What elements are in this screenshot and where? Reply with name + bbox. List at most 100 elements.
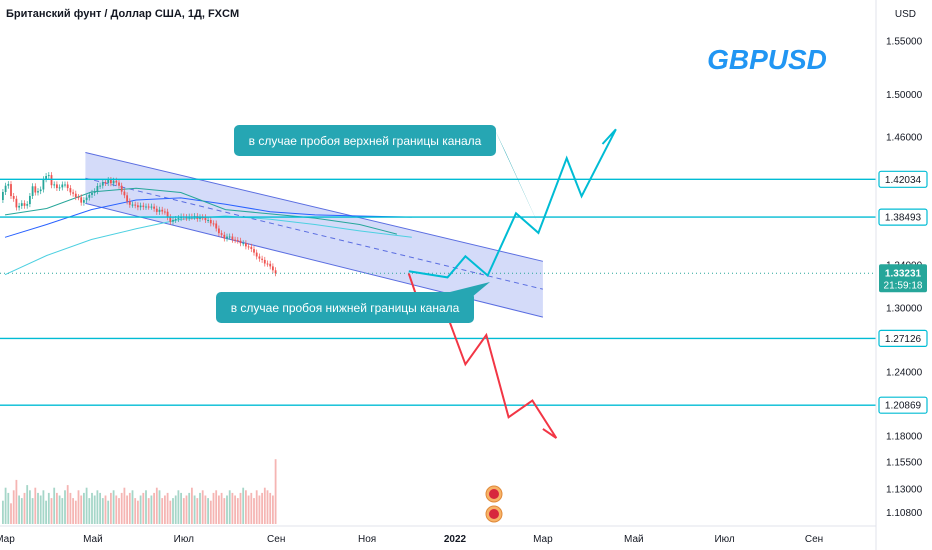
- volume-bar: [15, 479, 18, 524]
- time-tick-label: Июл: [714, 534, 734, 545]
- candle-body: [126, 195, 128, 202]
- candle-body: [242, 243, 245, 245]
- candle-body: [231, 236, 234, 240]
- candle-body: [266, 263, 269, 265]
- candle-body: [153, 206, 155, 209]
- candle-body: [166, 211, 169, 218]
- candle-body: [115, 180, 118, 183]
- volume-bar: [242, 487, 245, 524]
- volume-bar: [150, 495, 153, 524]
- volume-bar: [126, 495, 128, 524]
- volume-bar: [99, 492, 101, 524]
- volume-bar: [223, 498, 226, 524]
- volume-bar: [104, 495, 107, 524]
- volume-bar: [42, 490, 45, 524]
- candle-body: [99, 185, 101, 187]
- volume-bar: [31, 498, 34, 524]
- volume-bar: [85, 487, 88, 524]
- volume-bar: [145, 490, 147, 524]
- level-tag-label: 1.38493: [885, 213, 922, 224]
- volume-bar: [269, 492, 272, 524]
- candle-body: [212, 223, 215, 225]
- volume-bar: [207, 498, 209, 524]
- ticker-watermark: GBPUSD: [707, 44, 827, 75]
- candle-body: [142, 205, 145, 207]
- volume-bar: [231, 492, 234, 524]
- candle-body: [7, 184, 10, 186]
- callout-upper[interactable]: в случае пробоя верхней границы канала: [234, 125, 540, 228]
- volume-bar: [220, 492, 223, 524]
- volume-bar: [7, 492, 10, 524]
- volume-bar: [245, 490, 247, 524]
- candle-body: [120, 185, 123, 192]
- volume-bar: [164, 495, 166, 524]
- volume-bar: [172, 498, 174, 524]
- channel-upper-line[interactable]: [85, 152, 544, 262]
- volume-bar: [128, 492, 131, 524]
- candle-body: [207, 220, 209, 221]
- time-tick-label: Май: [83, 534, 103, 545]
- bullish-projection-path[interactable]: [408, 128, 617, 279]
- candle-body: [263, 259, 266, 264]
- candle-body: [158, 209, 161, 212]
- volume-bar: [2, 500, 4, 524]
- candle-body: [118, 182, 120, 186]
- level-tag[interactable]: [878, 208, 928, 226]
- callout-lower[interactable]: в случае пробоя нижней границы канала: [216, 282, 490, 323]
- level-tag[interactable]: [878, 170, 928, 188]
- volume-bar: [115, 495, 118, 524]
- volume-bar: [29, 490, 31, 524]
- price-axis[interactable]: 1.10800 1.13000 1.15500 1.18000 1.24000 1.300…: [878, 0, 928, 519]
- volume-bar: [53, 487, 56, 524]
- candle-body: [250, 246, 253, 249]
- currency-label[interactable]: USD: [895, 9, 916, 20]
- time-axis[interactable]: Мар Май Июл Сен Ноя 2022 Мар Май Июл Сен: [0, 534, 823, 545]
- candle-body: [66, 184, 69, 189]
- volume-bar: [274, 459, 277, 524]
- volume-bar: [215, 490, 218, 524]
- candle-body: [83, 200, 85, 203]
- volume-bar: [83, 492, 85, 524]
- candle-body: [145, 206, 147, 208]
- volume-bar: [255, 490, 258, 524]
- candle-body: [110, 180, 112, 184]
- candle-body: [169, 217, 172, 222]
- candle-body: [269, 263, 272, 267]
- level-tag[interactable]: [878, 329, 928, 347]
- candle-body: [236, 240, 239, 242]
- candle-body: [172, 220, 174, 222]
- candle-body: [58, 187, 61, 189]
- volume-bar: [218, 495, 220, 524]
- candle-body: [150, 206, 153, 208]
- volume-bar: [47, 492, 50, 524]
- volume-bar: [23, 492, 26, 524]
- volume-bar: [201, 490, 204, 524]
- volume-bar: [147, 498, 150, 524]
- candle-body: [88, 195, 91, 198]
- volume-bar: [169, 500, 172, 524]
- volume-bar: [199, 492, 201, 524]
- price-channel[interactable]: [85, 152, 544, 318]
- price-tick-label: 1.50000: [886, 90, 923, 101]
- volume-bar: [10, 503, 12, 524]
- candle-body: [20, 203, 23, 206]
- level-tag[interactable]: [878, 396, 928, 414]
- volume-bar: [50, 498, 53, 524]
- candle-body: [226, 236, 228, 239]
- events-flag-icon[interactable]: [485, 485, 503, 523]
- time-tick-label: Июл: [174, 534, 194, 545]
- channel-mid-line[interactable]: [85, 177, 544, 290]
- horizontal-levels[interactable]: [0, 178, 876, 406]
- volume-bar: [236, 498, 239, 524]
- volume-bar: [188, 492, 191, 524]
- candle-body: [258, 256, 261, 259]
- volume-bar: [45, 500, 47, 524]
- candle-body: [161, 209, 164, 212]
- last-price-tag[interactable]: [879, 264, 927, 293]
- candle-body: [274, 270, 277, 274]
- candle-body: [239, 240, 242, 244]
- candle-body: [26, 204, 29, 206]
- time-tick-label: Сен: [267, 534, 285, 545]
